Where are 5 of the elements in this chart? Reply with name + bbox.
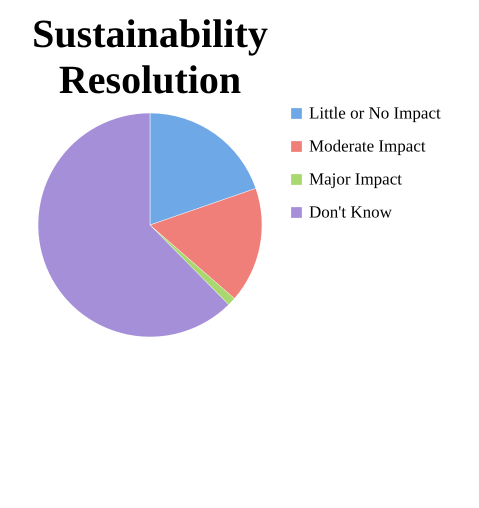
chart-title: Sustainability Resolution [32, 11, 268, 102]
legend-label: Don't Know [309, 202, 393, 222]
legend-label: Major Impact [309, 170, 402, 188]
legend-label: Little or No Impact [309, 104, 441, 122]
legend-label: Moderate Impact [309, 136, 426, 156]
